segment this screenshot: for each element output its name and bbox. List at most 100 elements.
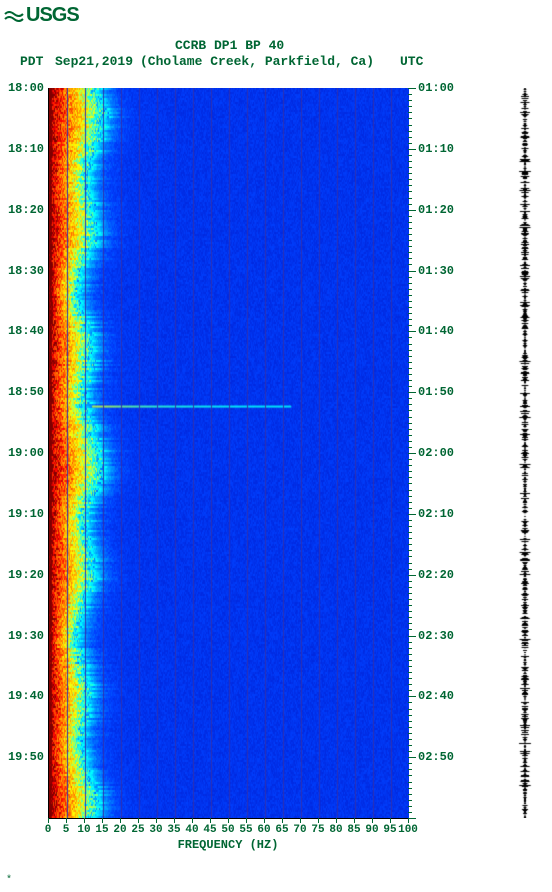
x-tick: 0 <box>45 824 52 836</box>
usgs-logo: USGS <box>4 4 79 27</box>
minor-tick <box>408 435 412 436</box>
minor-tick <box>408 264 412 265</box>
minor-tick <box>408 477 412 478</box>
minor-tick <box>408 246 412 247</box>
minor-tick <box>408 307 412 308</box>
minor-tick <box>408 392 416 393</box>
minor-tick <box>408 216 412 217</box>
minor-tick <box>408 204 412 205</box>
minor-tick <box>408 429 412 430</box>
minor-tick <box>408 812 412 813</box>
y-tick-left: 18:50 <box>8 385 44 399</box>
minor-tick <box>408 118 412 119</box>
minor-tick <box>408 611 412 612</box>
minor-tick <box>408 617 412 618</box>
minor-tick <box>408 368 412 369</box>
minor-tick <box>408 252 412 253</box>
y-tick-left: 18:40 <box>8 324 44 338</box>
minor-tick <box>408 331 416 332</box>
minor-tick <box>408 678 412 679</box>
wave-icon <box>4 6 24 26</box>
minor-tick <box>408 769 412 770</box>
minor-tick <box>408 179 412 180</box>
minor-tick <box>408 496 412 497</box>
spectrogram-canvas <box>48 88 409 819</box>
minor-tick <box>408 277 412 278</box>
minor-tick <box>408 514 416 515</box>
x-tick: 45 <box>203 824 216 836</box>
y-tick-left: 19:10 <box>8 507 44 521</box>
x-tick: 60 <box>257 824 270 836</box>
footnote-mark: * <box>6 875 12 886</box>
minor-tick <box>408 362 412 363</box>
minor-tick <box>408 88 416 89</box>
minor-tick <box>408 471 412 472</box>
y-tick-right: 01:00 <box>418 81 454 95</box>
y-tick-right: 02:50 <box>418 750 454 764</box>
minor-tick <box>408 751 412 752</box>
minor-tick <box>408 727 412 728</box>
minor-tick <box>408 258 412 259</box>
minor-tick <box>408 587 412 588</box>
minor-tick <box>408 575 416 576</box>
minor-tick <box>408 149 416 150</box>
minor-tick <box>408 544 412 545</box>
minor-tick <box>408 806 412 807</box>
x-tick: 80 <box>329 824 342 836</box>
x-tick: 15 <box>95 824 108 836</box>
minor-tick <box>408 374 412 375</box>
minor-tick <box>408 234 412 235</box>
right-axis: 01:0001:1001:2001:3001:4001:5002:0002:10… <box>408 88 409 818</box>
minor-tick <box>408 404 412 405</box>
y-tick-left: 19:20 <box>8 568 44 582</box>
minor-tick <box>408 191 412 192</box>
minor-tick <box>408 636 416 637</box>
minor-tick <box>408 380 412 381</box>
minor-tick <box>408 356 412 357</box>
minor-tick <box>408 161 412 162</box>
minor-tick <box>408 532 412 533</box>
minor-tick <box>408 794 412 795</box>
minor-tick <box>408 526 412 527</box>
minor-tick <box>408 502 412 503</box>
y-tick-right: 02:20 <box>418 568 454 582</box>
date-label: Sep21,2019 <box>55 54 133 69</box>
minor-tick <box>408 313 412 314</box>
y-tick-left: 19:50 <box>8 750 44 764</box>
y-tick-right: 02:10 <box>418 507 454 521</box>
minor-tick <box>408 654 412 655</box>
minor-tick <box>408 788 412 789</box>
x-tick: 5 <box>63 824 70 836</box>
minor-tick <box>408 800 412 801</box>
minor-tick <box>408 441 412 442</box>
minor-tick <box>408 228 412 229</box>
y-tick-right: 01:20 <box>418 203 454 217</box>
minor-tick <box>408 289 412 290</box>
minor-tick <box>408 447 412 448</box>
minor-tick <box>408 623 412 624</box>
minor-tick <box>408 459 412 460</box>
minor-tick <box>408 167 412 168</box>
minor-tick <box>408 106 412 107</box>
x-tick: 55 <box>239 824 252 836</box>
x-tick: 35 <box>167 824 180 836</box>
spectrogram: 18:0018:1018:2018:3018:4018:5019:0019:10… <box>48 88 408 818</box>
minor-tick <box>408 410 412 411</box>
minor-tick <box>408 599 412 600</box>
logo-text: USGS <box>26 4 79 27</box>
minor-tick <box>408 538 412 539</box>
minor-tick <box>408 125 412 126</box>
x-tick: 30 <box>149 824 162 836</box>
y-tick-left: 19:30 <box>8 629 44 643</box>
minor-tick <box>408 520 412 521</box>
minor-tick <box>408 660 412 661</box>
minor-tick <box>408 763 412 764</box>
minor-tick <box>408 283 412 284</box>
x-tick: 70 <box>293 824 306 836</box>
minor-tick <box>408 690 412 691</box>
x-tick: 50 <box>221 824 234 836</box>
x-tick: 20 <box>113 824 126 836</box>
minor-tick <box>408 222 412 223</box>
minor-tick <box>408 782 412 783</box>
minor-tick <box>408 629 412 630</box>
